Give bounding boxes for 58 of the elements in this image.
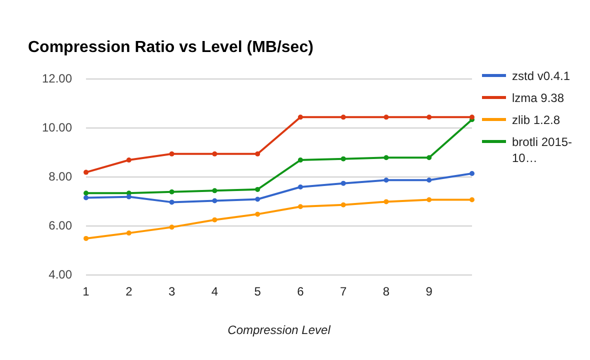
x-tick-label: 4	[211, 284, 218, 299]
point	[84, 236, 89, 241]
point	[169, 224, 174, 230]
legend-label: zlib 1.2.8	[512, 112, 562, 128]
point	[212, 217, 218, 222]
x-tick-label: 8	[382, 284, 390, 299]
x-tick-label: 7	[340, 284, 347, 299]
point	[212, 151, 218, 156]
point	[470, 114, 474, 120]
point	[298, 114, 303, 120]
x-tick-label: 3	[168, 284, 176, 299]
point	[126, 158, 132, 163]
point	[84, 170, 89, 175]
x-tick-label: 6	[297, 284, 304, 299]
x-tick-label: 1	[82, 284, 90, 299]
point	[126, 230, 132, 236]
point	[384, 114, 389, 120]
point	[384, 199, 389, 204]
x-tick-label: 5	[254, 284, 262, 299]
x-tick-label: 2	[126, 284, 133, 299]
point	[126, 194, 132, 200]
point	[212, 198, 218, 204]
point	[169, 151, 174, 156]
y-tick-label: 10.00	[42, 120, 72, 135]
legend-label: zstd v0.4.1	[512, 68, 572, 84]
legend-label: lzma 9.38	[512, 90, 566, 106]
point	[426, 114, 432, 120]
point	[384, 155, 389, 160]
point	[84, 190, 89, 196]
x-axis-title: Compression Level	[228, 323, 331, 338]
y-tick-label: 4.00	[48, 268, 72, 282]
point	[426, 197, 432, 202]
y-tick-label: 6.00	[48, 218, 72, 233]
point	[340, 202, 346, 208]
point	[340, 156, 346, 162]
point	[340, 180, 346, 186]
point	[426, 178, 432, 183]
point	[298, 184, 303, 190]
point	[169, 189, 174, 194]
point	[255, 186, 260, 192]
point	[384, 178, 389, 183]
point	[470, 171, 474, 176]
y-tick-label: 8.00	[48, 170, 72, 184]
point	[470, 197, 474, 202]
legend-label: brotli 2015-10…	[512, 134, 574, 166]
point	[169, 200, 174, 205]
y-tick-label: 12.00	[42, 72, 72, 86]
point	[84, 195, 89, 200]
point	[212, 188, 218, 194]
point	[255, 151, 260, 156]
point	[255, 196, 260, 202]
chart-title: Compression Ratio vs Level (MB/sec)	[28, 39, 314, 56]
point	[340, 114, 346, 120]
point	[298, 204, 303, 210]
x-tick-label: 9	[426, 284, 433, 299]
point	[255, 212, 260, 217]
point	[426, 155, 432, 160]
point	[298, 158, 303, 163]
